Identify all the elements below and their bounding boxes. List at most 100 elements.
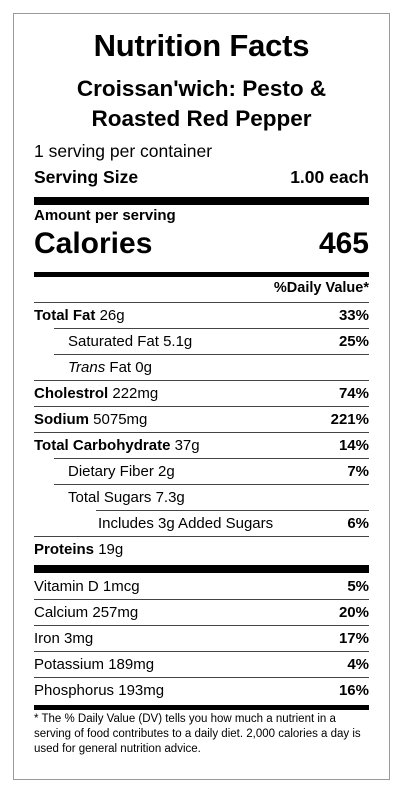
vitamin-label: Calcium [34, 604, 89, 621]
nutrient-text: Sodium 5075mg [34, 411, 147, 428]
vitamin-amount: 1mcg [102, 578, 140, 595]
divider [34, 677, 369, 678]
divider [96, 510, 369, 511]
nutrient-text: Total Carbohydrate 37g [34, 437, 200, 454]
nutrient-label: Total Carbohydrate [34, 437, 171, 454]
nutrient-text: Cholestrol 222mg [34, 385, 158, 402]
calories-value: 465 [318, 227, 369, 260]
divider [34, 406, 369, 407]
vitamin-dv: 17% [338, 630, 369, 647]
divider [54, 458, 369, 459]
vitamin-label: Vitamin D [34, 578, 99, 595]
vitamin-row-iron: Iron 3mg 17% [34, 626, 369, 651]
nutrient-dv: 33% [338, 307, 369, 324]
nutrient-label: Proteins [34, 541, 95, 558]
nutrient-row-saturated-fat: Saturated Fat 5.1g 25% [34, 329, 369, 354]
nutrient-label: Fat [109, 359, 132, 376]
thick-divider-footnote [34, 705, 369, 710]
divider [54, 354, 369, 355]
nutrient-row-sodium: Sodium 5075mg 221% [34, 407, 369, 432]
thick-divider-calories [34, 272, 369, 277]
nutrient-text: Total Sugars 7.3g [34, 489, 185, 506]
amount-per-serving: Amount per serving [34, 207, 176, 224]
vitamin-label: Iron [34, 630, 60, 647]
nutrient-row-protein: Proteins 19g [34, 537, 369, 562]
nutrient-label: Total Sugars [68, 489, 152, 506]
divider [54, 328, 369, 329]
nutrient-row-total-fat: Total Fat 26g 33% [34, 303, 369, 328]
daily-value-footnote: * The % Daily Value (DV) tells you how m… [34, 713, 361, 755]
vitamin-amount: 3mg [64, 630, 94, 647]
nutrient-amount: 2g [158, 463, 175, 480]
vitamin-text: Iron 3mg [34, 630, 93, 647]
vitamin-dv: 5% [347, 578, 369, 595]
divider [34, 651, 369, 652]
vitamin-amount: 189mg [108, 656, 155, 673]
vitamin-row-potassium: Potassium 189mg 4% [34, 652, 369, 677]
vitamin-text: Phosphorus 193mg [34, 682, 164, 699]
nutrient-label: Sodium [34, 411, 89, 428]
nutrient-dv: 74% [338, 385, 369, 402]
divider [34, 625, 369, 626]
thick-divider-vitamins [34, 565, 369, 573]
nutrient-text: Proteins 19g [34, 541, 123, 558]
nutrient-amount: 26g [99, 307, 125, 324]
product-name: Croissan'wich: Pesto & Roasted Red Peppe… [34, 74, 369, 134]
nutrient-amount: 5075mg [93, 411, 148, 428]
nutrient-dv: 221% [330, 411, 369, 428]
nutrient-label: Includes 3g Added Sugars [98, 515, 274, 532]
nutrient-dv: 14% [338, 437, 369, 454]
serving-size-row: Serving Size 1.00 each [34, 167, 369, 188]
nutrient-amount: 222mg [112, 385, 159, 402]
nutrient-amount: 7.3g [155, 489, 185, 506]
nutrient-row-dietary-fiber: Dietary Fiber 2g 7% [34, 459, 369, 484]
nutrient-row-trans-fat: Trans Fat 0g [34, 355, 369, 380]
serving-size-label: Serving Size [34, 167, 139, 187]
nutrient-row-total-sugars: Total Sugars 7.3g [34, 485, 369, 510]
label-title: Nutrition Facts [93, 28, 310, 63]
nutrient-dv: 6% [347, 515, 369, 532]
vitamin-row-calcium: Calcium 257mg 20% [34, 600, 369, 625]
divider [34, 599, 369, 600]
divider [54, 484, 369, 485]
vitamin-amount: 257mg [92, 604, 139, 621]
nutrient-amount: 37g [174, 437, 200, 454]
vitamin-dv: 16% [338, 682, 369, 699]
product-name-line-1: Croissan'wich: Pesto & [76, 76, 327, 101]
divider [34, 536, 369, 537]
vitamin-text: Potassium 189mg [34, 656, 154, 673]
nutrient-label: Saturated Fat [68, 333, 159, 350]
nutrient-text: Dietary Fiber 2g [34, 463, 175, 480]
nutrient-text: Saturated Fat 5.1g [34, 333, 192, 350]
calories-label: Calories [34, 227, 153, 260]
vitamin-text: Calcium 257mg [34, 604, 138, 621]
nutrient-label: Total Fat [34, 307, 96, 324]
vitamin-text: Vitamin D 1mcg [34, 578, 140, 595]
product-name-line-2: Roasted Red Pepper [91, 106, 312, 131]
vitamin-row-phosphorus: Phosphorus 193mg 16% [34, 678, 369, 703]
nutrient-row-total-carbohydrate: Total Carbohydrate 37g 14% [34, 433, 369, 458]
nutrient-text: Trans Fat 0g [34, 359, 152, 376]
vitamin-label: Phosphorus [34, 682, 115, 699]
nutrition-label: Nutrition Facts Croissan'wich: Pesto & R… [13, 13, 390, 780]
nutrient-label: Cholestrol [34, 385, 109, 402]
serving-size-value: 1.00 each [290, 167, 369, 187]
vitamin-amount: 193mg [118, 682, 165, 699]
nutrient-dv: 7% [347, 463, 369, 480]
nutrient-dv: 25% [338, 333, 369, 350]
nutrient-amount: 19g [98, 541, 124, 558]
calories-row: Calories 465 [34, 227, 369, 261]
vitamin-dv: 20% [338, 604, 369, 621]
divider [34, 380, 369, 381]
vitamin-row-vitamin-d: Vitamin D 1mcg 5% [34, 574, 369, 599]
nutrient-label-italic: Trans [68, 359, 106, 376]
nutrient-amount: 5.1g [163, 333, 193, 350]
vitamin-dv: 4% [347, 656, 369, 673]
vitamin-label: Potassium [34, 656, 105, 673]
nutrient-label: Dietary Fiber [68, 463, 154, 480]
thick-divider-top [34, 197, 369, 205]
divider [34, 432, 369, 433]
daily-value-header: %Daily Value* [273, 280, 369, 296]
divider [34, 302, 369, 303]
nutrient-amount: 0g [135, 359, 152, 376]
